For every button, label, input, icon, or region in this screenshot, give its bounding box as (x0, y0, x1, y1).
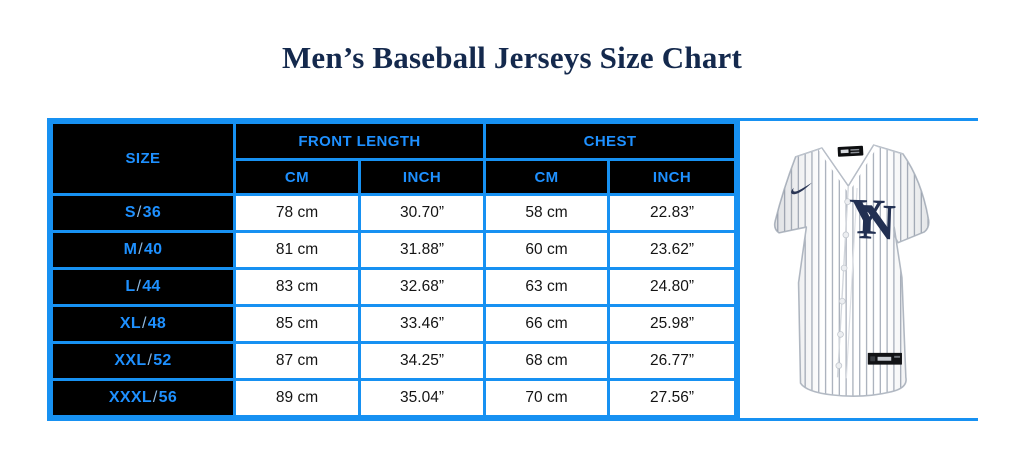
column-header-front-cm: CM (233, 158, 361, 196)
table-row: XXXL/56 89 cm 35.04” 70 cm 27.56” (50, 378, 738, 418)
front-length-cm-value: 81 cm (233, 230, 361, 270)
size-label: XL/48 (50, 304, 236, 344)
column-header-size: SIZE (50, 121, 236, 196)
size-table-body: S/36 78 cm 30.70” 58 cm 22.83” M/40 81 cm 31.88… (50, 193, 738, 418)
chest-inch-value: 22.83” (607, 193, 738, 233)
jersey-button (842, 231, 850, 239)
svg-text:Y: Y (847, 188, 886, 245)
column-group-chest: CHEST (483, 121, 738, 161)
neck-tag (837, 145, 864, 157)
front-length-inch-value: 30.70” (357, 193, 487, 233)
size-label: XXXL/56 (50, 378, 236, 418)
column-header-front-inch: INCH (357, 158, 487, 196)
size-label: S/36 (50, 193, 236, 233)
table-row: M/40 81 cm 31.88” 60 cm 23.62” (50, 230, 738, 270)
jersey-panel: N Y (737, 121, 982, 418)
table-row: XXL/52 87 cm 34.25” 68 cm 26.77” (50, 341, 738, 381)
front-length-inch-value: 35.04” (357, 378, 487, 418)
size-label: XXL/52 (50, 341, 236, 381)
chest-cm-value: 70 cm (483, 378, 611, 418)
chest-cm-value: 66 cm (483, 304, 611, 344)
front-length-cm-value: 78 cm (233, 193, 361, 233)
jersey-button (844, 198, 851, 206)
front-length-inch-value: 31.88” (357, 230, 487, 270)
front-length-cm-value: 89 cm (233, 378, 361, 418)
chest-inch-value: 26.77” (607, 341, 738, 381)
jock-tag (867, 352, 902, 365)
table-row: XL/48 85 cm 33.46” 66 cm 25.98” (50, 304, 738, 344)
size-table: SIZE FRONT LENGTH CHEST CM INCH CM INCH … (50, 121, 738, 418)
size-chart-board: SIZE FRONT LENGTH CHEST CM INCH CM INCH … (47, 118, 982, 421)
chest-inch-value: 23.62” (607, 230, 738, 270)
page-title: Men’s Baseball Jerseys Size Chart (281, 40, 743, 75)
size-label: L/44 (50, 267, 236, 307)
table-row: S/36 78 cm 30.70” 58 cm 22.83” (50, 193, 738, 233)
front-length-inch-value: 33.46” (357, 304, 487, 344)
ny-logo-icon: N Y (847, 188, 896, 250)
jersey-image: N Y (773, 144, 930, 397)
chest-inch-value: 24.80” (607, 267, 738, 307)
front-length-cm-value: 87 cm (233, 341, 361, 381)
chest-cm-value: 68 cm (483, 341, 611, 381)
chest-inch-value: 27.56” (607, 378, 738, 418)
front-length-cm-value: 85 cm (233, 304, 361, 344)
size-label: M/40 (50, 230, 236, 270)
front-length-inch-value: 32.68” (357, 267, 487, 307)
jersey-button (835, 362, 843, 369)
jersey-button (837, 331, 844, 338)
column-group-front-length: FRONT LENGTH (232, 121, 487, 161)
front-length-inch-value: 34.25” (357, 341, 487, 381)
chest-inch-value: 25.98” (607, 304, 738, 344)
chest-cm-value: 60 cm (483, 230, 611, 270)
nike-swoosh-icon (791, 182, 812, 195)
table-row: L/44 83 cm 32.68” 63 cm 24.80” (50, 267, 738, 307)
jersey-buttons (835, 198, 851, 369)
jersey-button (838, 297, 846, 305)
column-header-chest-inch: INCH (607, 158, 738, 196)
placket (836, 186, 850, 378)
chest-cm-value: 63 cm (483, 267, 611, 307)
chest-cm-value: 58 cm (483, 193, 611, 233)
jersey-button (840, 264, 848, 272)
svg-text:N: N (858, 193, 897, 250)
column-header-chest-cm: CM (483, 158, 611, 196)
front-length-cm-value: 83 cm (233, 267, 361, 307)
